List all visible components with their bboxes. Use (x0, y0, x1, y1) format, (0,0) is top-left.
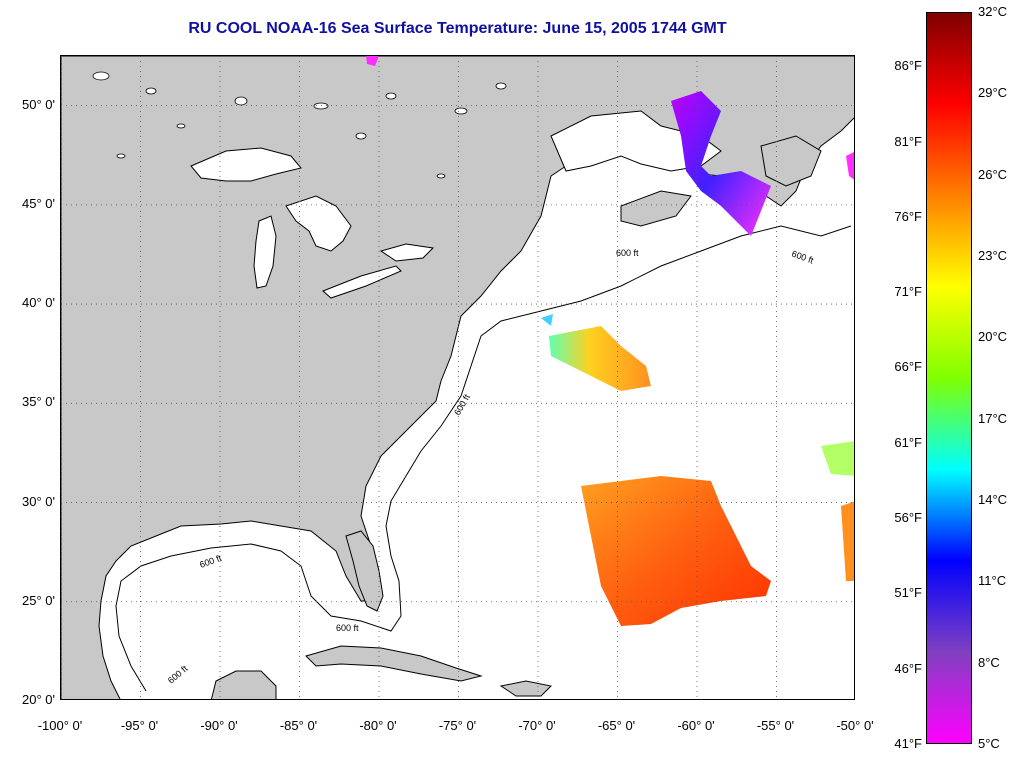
contour-label: 600 ft (336, 623, 359, 633)
land-cuba (305, 645, 483, 682)
colorbar-celsius-label: 20°C (978, 329, 1008, 345)
latitude-label: 20° 0' (22, 692, 55, 707)
map-canvas: 600 ft 600 ft 600 ft 600 ft 600 ft 600 f… (61, 56, 854, 699)
lake-michigan (253, 215, 277, 289)
colorbar-fahrenheit-label: 76°F (894, 208, 922, 224)
colorbar-celsius-label: 29°C (978, 85, 1008, 101)
sst-swath-south (581, 476, 771, 626)
temperature-colorbar (926, 12, 972, 744)
colorbar-fahrenheit-label: 56°F (894, 510, 922, 526)
lake-erie (322, 265, 402, 299)
colorbar-fahrenheit-label: 81°F (894, 133, 922, 149)
colorbar-celsius-label: 5°C (978, 736, 1000, 751)
longitude-label: -55° 0' (756, 718, 795, 733)
sst-swaths (366, 56, 854, 626)
longitude-label: -90° 0' (200, 718, 238, 733)
colorbar-fahrenheit-label: 51°F (894, 585, 922, 601)
latitude-label: 40° 0' (22, 295, 55, 311)
colorbar-celsius-label: 11°C (978, 573, 1007, 589)
land-newfoundland (760, 135, 822, 187)
longitude-label: -100° 0' (37, 718, 83, 733)
sst-patch-top (366, 56, 379, 66)
contour-label: 600 ft (616, 248, 639, 258)
land-yucatan (210, 670, 277, 699)
longitude-label: -95° 0' (120, 718, 159, 733)
colorbar-celsius-label: 8°C (978, 654, 1000, 670)
colorbar-fahrenheit-label: 41°F (894, 736, 922, 751)
colorbar-celsius-label: 17°C (978, 410, 1008, 426)
latitude-label: 35° 0' (22, 394, 55, 410)
colorbar-fahrenheit-label: 46°F (894, 660, 922, 676)
lake-superior (190, 147, 302, 182)
lake-huron (285, 195, 352, 252)
sst-patch-east-mid (821, 441, 854, 476)
land-north-america (61, 56, 854, 699)
sst-cold-north (671, 91, 771, 236)
latitude-label: 50° 0' (22, 96, 55, 112)
colorbar-celsius-label: 32°C (978, 4, 1008, 19)
longitude-label: -75° 0' (438, 718, 477, 733)
sst-patch-cyan (541, 314, 553, 326)
longitude-label: -85° 0' (279, 718, 318, 733)
sst-swath-mid (549, 326, 651, 391)
sst-patch-far-east (846, 152, 854, 180)
land-nova-scotia (620, 190, 692, 227)
longitude-label: -70° 0' (518, 718, 556, 733)
canadian-lakes (92, 71, 507, 179)
longitude-label: -50° 0' (836, 718, 874, 733)
sst-patch-east (841, 501, 854, 581)
latitude-label: 30° 0' (22, 493, 55, 509)
map-title: RU COOL NOAA-16 Sea Surface Temperature:… (188, 20, 727, 37)
longitude-label: -65° 0' (597, 718, 636, 733)
longitude-label: -60° 0' (677, 718, 715, 733)
land-florida (345, 530, 384, 612)
colorbar-celsius-label: 14°C (978, 492, 1008, 507)
contour-label: 600 ft (198, 553, 223, 570)
latitude-label: 45° 0' (22, 195, 55, 211)
contour-label: 600 ft (166, 663, 190, 685)
longitude-label: -80° 0' (359, 718, 397, 733)
contour-label: 600 ft (790, 248, 815, 265)
land-hispaniola (499, 680, 553, 697)
colorbar-fahrenheit-label: 61°F (894, 434, 922, 450)
colorbar-fahrenheit-label: 86°F (894, 58, 922, 74)
colorbar-fahrenheit-label: 71°F (894, 284, 922, 300)
sst-map: 600 ft 600 ft 600 ft 600 ft 600 ft 600 f… (60, 55, 855, 700)
colorbar-celsius-label: 23°C (978, 248, 1008, 263)
latitude-label: 25° 0' (22, 592, 55, 608)
colorbar-fahrenheit-label: 66°F (894, 359, 922, 375)
colorbar-celsius-label: 26°C (978, 166, 1008, 182)
shelf-contour-600ft (115, 225, 852, 692)
lake-ontario (379, 243, 435, 262)
